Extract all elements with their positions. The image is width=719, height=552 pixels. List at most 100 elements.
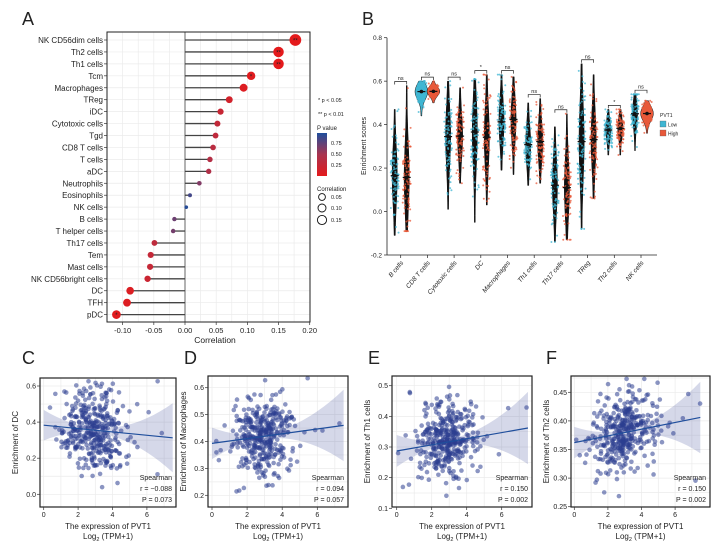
scatter-point [267,412,272,418]
jitter-point [542,139,545,142]
lollipop-point [197,180,202,186]
jitter-point [542,128,545,131]
jitter-point [616,134,619,137]
jitter-point [641,103,644,106]
jitter-point [643,115,646,118]
jitter-point [524,155,527,158]
jitter-point [577,125,580,128]
y-tick-label: 0.4 [26,420,36,427]
y-tick-label: 0.35 [553,447,567,454]
jitter-point [486,170,489,173]
jitter-point [430,88,433,91]
jitter-point [636,116,639,119]
jitter-point [550,240,553,243]
jitter-point [403,204,406,207]
jitter-point [556,159,559,162]
scatter-point [443,480,449,486]
scatter-point [592,454,598,460]
jitter-point [460,182,463,185]
scatter-point [250,424,255,430]
jitter-point [457,119,460,122]
jitter-point [556,234,559,237]
jitter-point [511,84,514,87]
median-point [392,173,397,178]
jitter-point [580,175,583,178]
scatter-point [433,409,439,415]
jitter-point [554,199,557,202]
x-tick-label: 0 [395,512,399,519]
jitter-point [449,181,452,184]
stats-method: Spearman [140,475,172,482]
jitter-point [611,135,614,138]
scatter-point [240,456,245,461]
scatter-point [146,409,151,415]
jitter-point [443,111,446,114]
x-axis-title: The expression of PVT1 [235,522,321,531]
jitter-point [565,194,568,197]
jitter-point [446,191,449,194]
jitter-point [565,192,568,195]
jitter-point [488,96,491,99]
jitter-point [541,167,544,170]
jitter-point [403,172,406,175]
scatter-point [448,441,454,447]
jitter-point [530,166,533,169]
scatter-point [625,449,631,455]
scatter-point [671,431,676,436]
jitter-point [565,147,568,150]
scatter-point [605,460,611,465]
jitter-point [393,167,396,170]
scatter-point [423,429,428,435]
scatter-point [320,428,325,433]
scatter-point [632,396,638,402]
jitter-point [584,82,587,85]
jitter-point [443,142,446,145]
y-tick-label: 0.0 [26,492,36,499]
jitter-point [591,93,594,96]
jitter-point [535,101,538,104]
jitter-point [482,142,485,145]
jitter-point [482,144,485,147]
jitter-point [404,154,407,157]
jitter-point [504,141,507,144]
jitter-point [477,81,480,84]
legend-swatch [659,120,667,128]
jitter-point [471,154,474,157]
scatter-point [654,411,659,417]
jitter-point [499,96,502,99]
stats-p: P = 0.057 [314,497,344,504]
jitter-point [456,117,459,120]
scatter-point [616,423,622,429]
jitter-point [513,148,516,151]
jitter-point [514,99,517,102]
jitter-point [582,125,585,128]
jitter-point [540,111,543,114]
jitter-point [605,140,608,143]
row-label: pDC [87,311,103,320]
jitter-point [568,193,571,196]
jitter-point [470,145,473,148]
jitter-point [553,191,556,194]
jitter-point [394,170,397,173]
jitter-point [589,94,592,97]
jitter-point [551,138,554,141]
y-tick-label: 0.2 [373,165,382,172]
jitter-point [595,177,598,180]
jitter-point [603,134,606,137]
jitter-point [403,145,406,148]
scatter-point [621,440,626,445]
scatter-point [634,407,639,413]
scatter-point [617,387,622,392]
jitter-point [456,123,459,126]
jitter-point [566,166,569,169]
scatter-point [475,447,480,452]
lollipop-point [210,144,216,151]
scatter-point [616,448,621,454]
scatter-point [73,446,78,452]
jitter-point [630,103,633,106]
jitter-point [591,104,594,107]
jitter-point [496,73,499,76]
median-point [404,175,409,180]
lollipop-point [225,96,233,104]
jitter-point [619,112,622,115]
